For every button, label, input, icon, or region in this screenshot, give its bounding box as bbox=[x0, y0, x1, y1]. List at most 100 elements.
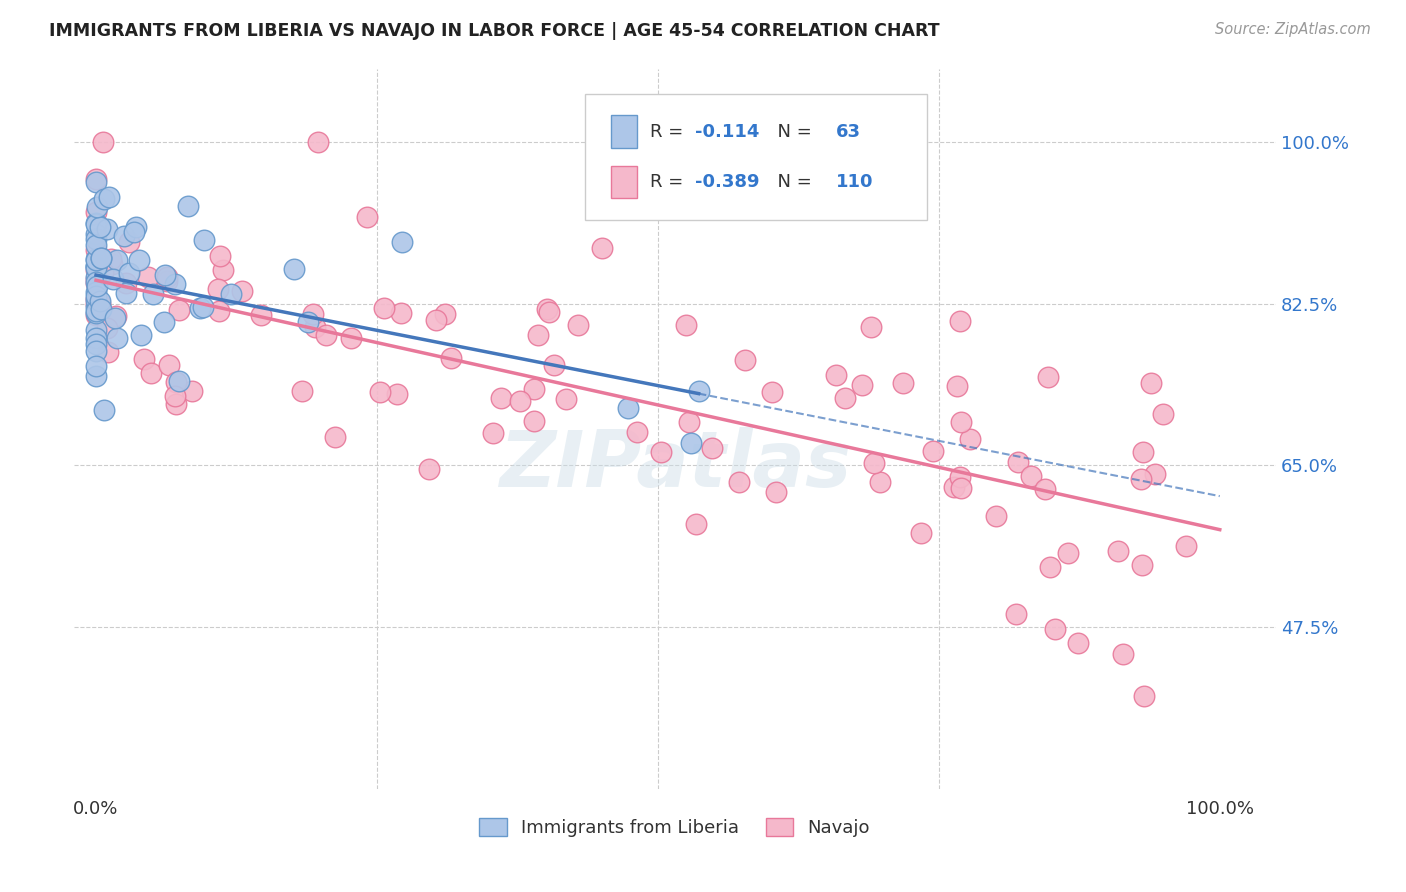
Point bbox=[1107, 543, 1129, 558]
Point bbox=[1144, 467, 1167, 482]
Text: -0.114: -0.114 bbox=[695, 122, 759, 141]
Point bbox=[93, 402, 115, 417]
Point bbox=[153, 268, 176, 282]
Point bbox=[84, 260, 107, 275]
Point bbox=[986, 509, 1008, 524]
Point bbox=[84, 303, 107, 318]
Point bbox=[156, 274, 179, 288]
Point bbox=[115, 276, 138, 290]
Point bbox=[156, 270, 179, 285]
Point bbox=[283, 262, 305, 277]
Text: ZIPatlas: ZIPatlas bbox=[499, 426, 851, 502]
Point bbox=[190, 301, 212, 315]
Point bbox=[84, 285, 107, 299]
Point bbox=[103, 311, 125, 326]
Point bbox=[1130, 472, 1153, 486]
Point bbox=[761, 384, 783, 399]
Point bbox=[910, 525, 932, 540]
Text: 63: 63 bbox=[837, 122, 860, 141]
Point bbox=[678, 415, 700, 429]
Point bbox=[167, 374, 190, 388]
Point bbox=[863, 456, 886, 470]
Point bbox=[191, 300, 214, 314]
Point bbox=[163, 388, 186, 402]
Point bbox=[89, 297, 111, 311]
Point bbox=[84, 293, 107, 307]
Point bbox=[1057, 546, 1080, 560]
Bar bbox=[612, 166, 637, 198]
Point bbox=[1139, 376, 1161, 391]
Point bbox=[834, 391, 856, 405]
Text: -0.389: -0.389 bbox=[695, 173, 759, 191]
Point bbox=[1066, 636, 1088, 650]
Point bbox=[728, 475, 751, 490]
Point bbox=[1007, 455, 1029, 469]
Point bbox=[1039, 560, 1062, 574]
Point bbox=[249, 308, 271, 322]
Text: R =: R = bbox=[650, 122, 689, 141]
Point bbox=[702, 441, 724, 455]
Point bbox=[591, 241, 613, 255]
Point bbox=[97, 190, 120, 204]
Point bbox=[1005, 607, 1028, 621]
Point bbox=[141, 366, 163, 380]
Point bbox=[84, 243, 107, 257]
Point bbox=[1019, 468, 1042, 483]
Point bbox=[950, 481, 973, 495]
Point bbox=[617, 401, 640, 416]
Point bbox=[891, 376, 914, 391]
Point bbox=[128, 253, 150, 268]
Point bbox=[84, 227, 107, 242]
Point bbox=[105, 309, 128, 323]
Point bbox=[96, 321, 118, 335]
Point bbox=[538, 305, 561, 319]
Point bbox=[84, 359, 107, 373]
Point bbox=[368, 384, 391, 399]
Point bbox=[1112, 647, 1135, 661]
Point bbox=[373, 301, 395, 315]
Point bbox=[84, 205, 107, 219]
Point bbox=[84, 172, 107, 186]
Point bbox=[208, 304, 231, 318]
Point bbox=[1043, 622, 1066, 636]
Bar bbox=[612, 115, 637, 148]
Point bbox=[84, 297, 107, 311]
Point bbox=[555, 392, 578, 407]
Point bbox=[567, 318, 589, 332]
Point bbox=[84, 232, 107, 246]
Point bbox=[118, 235, 141, 249]
Text: IMMIGRANTS FROM LIBERIA VS NAVAJO IN LABOR FORCE | AGE 45-54 CORRELATION CHART: IMMIGRANTS FROM LIBERIA VS NAVAJO IN LAB… bbox=[49, 22, 939, 40]
Point bbox=[825, 368, 848, 382]
Point bbox=[169, 303, 191, 318]
Point bbox=[89, 219, 111, 234]
Point bbox=[942, 480, 965, 494]
Point bbox=[1038, 370, 1060, 384]
Point bbox=[391, 235, 413, 249]
Point bbox=[1132, 445, 1154, 459]
Point bbox=[84, 289, 107, 303]
Point bbox=[385, 387, 408, 401]
Point bbox=[84, 259, 107, 273]
Point bbox=[181, 384, 204, 398]
Point bbox=[418, 462, 440, 476]
Point bbox=[84, 336, 107, 351]
Point bbox=[688, 384, 710, 398]
Point bbox=[84, 272, 107, 286]
Point bbox=[231, 284, 253, 298]
Text: R =: R = bbox=[650, 173, 689, 191]
Point bbox=[152, 315, 174, 329]
Point bbox=[1133, 690, 1156, 704]
Point bbox=[166, 397, 188, 411]
Point bbox=[307, 136, 329, 150]
Point bbox=[163, 277, 186, 291]
Point bbox=[84, 252, 107, 266]
Point bbox=[84, 323, 107, 337]
Point bbox=[100, 252, 122, 266]
Point bbox=[90, 251, 112, 265]
Point bbox=[122, 225, 145, 239]
Point bbox=[734, 353, 756, 368]
Point bbox=[91, 136, 114, 150]
Point bbox=[440, 351, 463, 365]
Point bbox=[84, 308, 107, 322]
Point bbox=[304, 319, 326, 334]
